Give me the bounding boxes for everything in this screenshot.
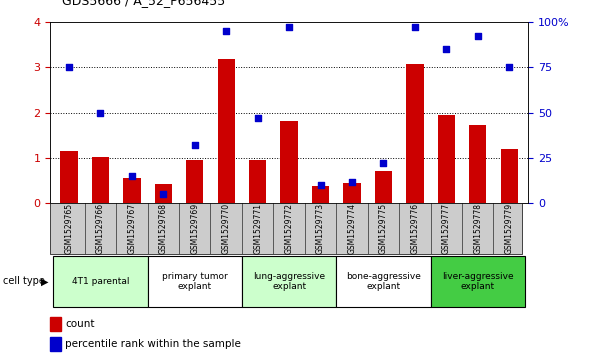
Bar (280, 121, 298, 203)
Text: GSM1529765: GSM1529765 (64, 203, 74, 254)
Text: GSM1529771: GSM1529771 (253, 203, 262, 254)
Text: GSM1529767: GSM1529767 (127, 203, 136, 254)
Point (221, 28, 231, 34)
Text: ▶: ▶ (41, 276, 49, 286)
Bar (431, 256, 525, 307)
Text: 4T1 parental: 4T1 parental (72, 277, 129, 286)
Point (379, 160, 388, 166)
Text: GSM1529768: GSM1529768 (159, 203, 168, 254)
Bar (50, 317, 61, 331)
Bar (50, 338, 61, 351)
Bar (249, 160, 266, 203)
Bar (148, 256, 242, 307)
Bar (407, 64, 424, 203)
Point (284, 24, 294, 30)
Text: GSM1529775: GSM1529775 (379, 203, 388, 254)
Point (316, 182, 325, 188)
Text: liver-aggressive
explant: liver-aggressive explant (442, 272, 513, 291)
Bar (336, 256, 431, 307)
Point (348, 179, 357, 184)
Bar (186, 160, 204, 203)
Point (64, 64, 74, 70)
Bar (53, 256, 148, 307)
Text: GSM1529769: GSM1529769 (191, 203, 199, 254)
Bar (123, 178, 140, 203)
Text: primary tumor
explant: primary tumor explant (162, 272, 228, 291)
Bar (92, 157, 109, 203)
Bar (469, 125, 486, 203)
Point (190, 142, 199, 148)
Point (441, 46, 451, 52)
Text: GSM1529766: GSM1529766 (96, 203, 105, 254)
Bar (242, 256, 336, 307)
Point (127, 173, 137, 179)
Point (473, 33, 483, 39)
Text: bone-aggressive
explant: bone-aggressive explant (346, 272, 421, 291)
Text: percentile rank within the sample: percentile rank within the sample (65, 339, 241, 350)
Text: GDS5666 / A_52_P656455: GDS5666 / A_52_P656455 (62, 0, 225, 7)
Text: GSM1529776: GSM1529776 (411, 203, 419, 254)
Point (410, 24, 419, 30)
Point (159, 191, 168, 197)
Bar (438, 115, 455, 203)
Text: GSM1529777: GSM1529777 (442, 203, 451, 254)
Text: GSM1529773: GSM1529773 (316, 203, 325, 254)
Text: GSM1529770: GSM1529770 (222, 203, 231, 254)
Bar (375, 171, 392, 203)
Bar (218, 59, 235, 203)
Bar (500, 149, 518, 203)
Bar (312, 186, 329, 203)
Bar (60, 151, 78, 203)
Text: GSM1529778: GSM1529778 (473, 203, 482, 254)
Bar (155, 184, 172, 203)
Point (96, 110, 105, 115)
Point (253, 115, 263, 121)
Text: count: count (65, 319, 95, 329)
Point (504, 64, 514, 70)
Text: cell type: cell type (3, 276, 45, 286)
Text: GSM1529779: GSM1529779 (504, 203, 514, 254)
Text: lung-aggressive
explant: lung-aggressive explant (253, 272, 325, 291)
Bar (343, 183, 360, 203)
Text: GSM1529772: GSM1529772 (284, 203, 294, 254)
Text: GSM1529774: GSM1529774 (348, 203, 356, 254)
